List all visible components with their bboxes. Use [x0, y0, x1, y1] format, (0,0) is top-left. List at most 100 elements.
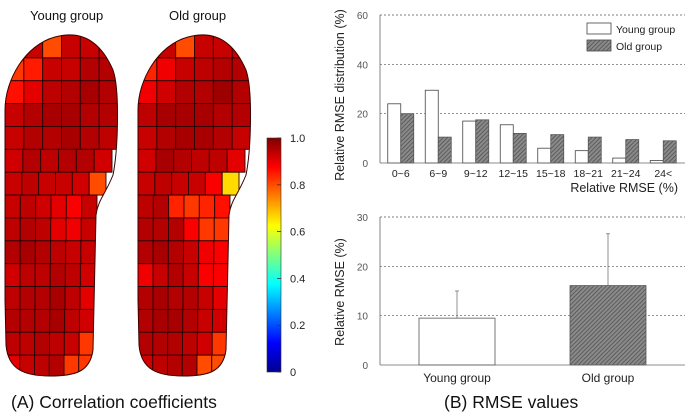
sensor-cell [55, 171, 73, 196]
legend-swatch-young [586, 22, 612, 35]
sensor-cell [168, 194, 185, 219]
sensor-cell [19, 331, 36, 356]
sensor-cell [48, 354, 65, 376]
sensor-cell [19, 240, 36, 265]
sensor-cell [152, 240, 169, 265]
sensor-cell [214, 194, 231, 219]
sensor-cell [79, 80, 100, 105]
sensor-cell [5, 217, 21, 242]
sensor-cell [78, 331, 95, 356]
sensor-cell [5, 194, 21, 219]
rmse-values-chart: 0 10 20 30 Young group Old group Relative RMS… [333, 213, 685, 385]
sensor-cell [138, 103, 158, 127]
sensor-cell [173, 148, 192, 173]
sensor-cell [98, 126, 118, 150]
sensor-cell [212, 286, 229, 310]
sensor-cell [23, 57, 44, 82]
sensor-cell [50, 217, 67, 242]
bar-young [537, 147, 552, 164]
legend-label-old: Old group [616, 41, 662, 53]
old-group-title: Old group [169, 8, 227, 23]
sensor-cell [61, 126, 81, 150]
young-group-title: Young group [30, 8, 104, 23]
sensor-cell [231, 34, 251, 59]
sensor-cell [194, 126, 214, 150]
sensor-cell [88, 171, 107, 196]
sensor-cell [42, 57, 62, 82]
old-insole-outline [137, 34, 252, 377]
y-tick-label: 10 [357, 312, 369, 323]
sensor-cell [138, 263, 154, 287]
sensor-cell [5, 34, 25, 59]
x-tick-label: 6~9 [429, 168, 447, 180]
y-tick-label: 0 [362, 361, 368, 372]
sensor-cell [231, 126, 251, 150]
x-tick-label: 9~12 [464, 168, 488, 180]
sensor-cell [65, 194, 83, 219]
sensor-cell [231, 80, 251, 105]
sensor-cell [167, 308, 184, 333]
colorbar-tick-label: 1.0 [290, 133, 305, 145]
bar-old [475, 119, 490, 164]
sensor-cell [79, 57, 100, 82]
sensor-cell [49, 331, 65, 356]
x-tick-label: 12~15 [499, 168, 529, 180]
sensor-cell [34, 263, 51, 287]
sensor-cell [21, 171, 40, 196]
sensor-cell [198, 194, 216, 219]
colorbar-tick-label: 0.4 [290, 273, 305, 285]
sensor-cell [138, 148, 157, 173]
sensor-cell [5, 80, 25, 105]
sensor-cell [42, 103, 62, 127]
dist-xlabel: Relative RMSE (%) [570, 181, 678, 195]
caption-b: (B) RMSE values [444, 392, 579, 412]
sensor-cell [19, 263, 36, 287]
sensor-cell [138, 354, 154, 376]
bar-young [499, 124, 514, 164]
sensor-cell [35, 217, 52, 242]
bar-old [512, 132, 527, 164]
sensor-cell [5, 103, 25, 127]
sensor-cell [23, 126, 44, 150]
sensor-cell [194, 57, 214, 82]
sensor-cell [65, 240, 82, 265]
sensor-cell [194, 34, 214, 59]
bar-young-rmse [418, 317, 496, 366]
sensor-cell [168, 217, 185, 242]
colorbar-gradient [266, 137, 282, 373]
sensor-cell [231, 103, 251, 127]
bar-old [662, 140, 677, 164]
sensor-cell [167, 240, 184, 265]
sensor-cell [181, 354, 198, 376]
sensor-cell [34, 240, 51, 265]
sensor-cell [212, 308, 228, 333]
sensor-cell [5, 126, 25, 150]
y-tick-label: 40 [357, 60, 369, 71]
sensor-cell [152, 286, 169, 310]
sensor-cell [34, 331, 50, 356]
sensor-cell [138, 194, 154, 219]
sensor-cell [50, 240, 67, 265]
old-insole-heatmap [138, 34, 251, 376]
sensor-cell [213, 240, 230, 265]
sensor-cell [34, 354, 50, 376]
sensor-cell [194, 80, 214, 105]
young-insole-heatmap [5, 34, 118, 376]
sensor-cell [58, 148, 77, 173]
x-tick-label: 15~18 [536, 168, 566, 180]
colorbar-tick-label: 0.2 [290, 320, 305, 332]
sensor-cell [211, 331, 228, 356]
sensor-cell [80, 217, 97, 242]
sensor-cell [183, 217, 200, 242]
y-tick-label: 20 [357, 262, 369, 273]
sensor-cell [79, 286, 96, 310]
sensor-cell [152, 217, 169, 242]
sensor-cell [5, 354, 21, 376]
sensor-cell [212, 263, 229, 287]
sensor-cell [198, 240, 215, 265]
sensor-cell [198, 217, 215, 242]
x-tick-label: Young group [423, 371, 491, 385]
sensor-cell [138, 171, 156, 196]
x-tick-label: 18~21 [574, 168, 604, 180]
sensor-cell [152, 263, 169, 287]
